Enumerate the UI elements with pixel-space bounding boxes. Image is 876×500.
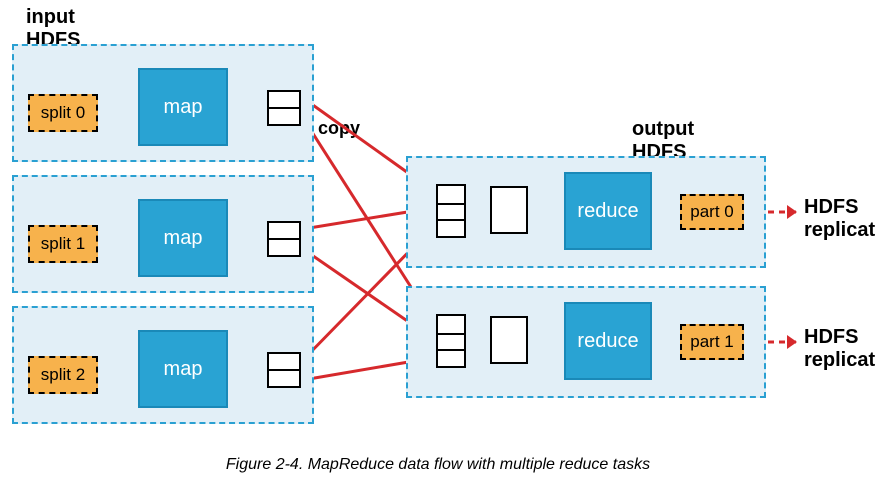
hdfs-replication-label-1: HDFSreplication <box>804 196 876 242</box>
sort-box-2 <box>267 352 301 388</box>
part-box-0: part 0 <box>680 194 744 230</box>
diagram-canvas: inputHDFS outputHDFS sort copy merge mer… <box>0 0 876 500</box>
map-box-2: map <box>138 330 228 408</box>
part-box-1: part 1 <box>680 324 744 360</box>
reduce-box-1: reduce <box>564 302 652 380</box>
hdfs-replication-label-2: HDFSreplication <box>804 326 876 372</box>
intermediate-box-1 <box>490 316 528 364</box>
reduce-box-0: reduce <box>564 172 652 250</box>
split-box-0: split 0 <box>28 94 98 132</box>
copy-label: copy <box>318 118 360 139</box>
split-box-1: split 1 <box>28 225 98 263</box>
merge-box-1 <box>436 314 466 368</box>
sort-box-0 <box>267 90 301 126</box>
split-box-2: split 2 <box>28 356 98 394</box>
intermediate-box-0 <box>490 186 528 234</box>
figure-caption: Figure 2-4. MapReduce data flow with mul… <box>0 456 876 474</box>
sort-box-1 <box>267 221 301 257</box>
map-box-0: map <box>138 68 228 146</box>
map-box-1: map <box>138 199 228 277</box>
merge-box-0 <box>436 184 466 238</box>
